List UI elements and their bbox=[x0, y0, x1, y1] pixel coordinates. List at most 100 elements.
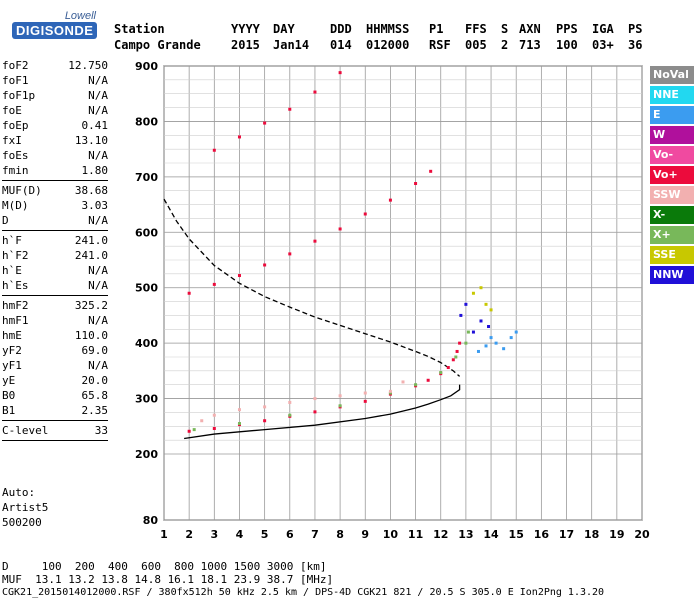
param-row: foF1 N/A bbox=[2, 73, 108, 88]
param-key: hmF2 bbox=[2, 299, 29, 312]
echo-point bbox=[479, 286, 483, 290]
param-row: yF2 69.0 bbox=[2, 343, 108, 358]
x-tick-label: 19 bbox=[609, 528, 624, 541]
legend-item: Vo+ bbox=[650, 166, 694, 184]
x-tick-label: 3 bbox=[210, 528, 218, 541]
scaled-parameters-table: foF2 12.750 foF1 N/A foF1p N/A foE N/A foEp 0.41 f… bbox=[2, 58, 108, 443]
echo-point bbox=[459, 313, 463, 317]
param-row: foF1p N/A bbox=[2, 88, 108, 103]
echo-point bbox=[288, 400, 292, 404]
param-value: N/A bbox=[88, 264, 108, 277]
header-value-pps: 100 bbox=[556, 38, 578, 52]
x-tick-label: 12 bbox=[433, 528, 448, 541]
y-tick-label: 80 bbox=[143, 514, 159, 527]
param-row: h`F2 241.0 bbox=[2, 248, 108, 263]
param-value: 110.0 bbox=[74, 329, 108, 342]
param-value: 33 bbox=[94, 424, 108, 437]
header-value-year: 2015 bbox=[231, 38, 260, 52]
echo-point bbox=[192, 428, 196, 432]
y-tick-label: 300 bbox=[135, 393, 158, 406]
param-value: N/A bbox=[88, 74, 108, 87]
param-value: N/A bbox=[88, 359, 108, 372]
echo-point bbox=[187, 291, 191, 295]
x-tick-label: 11 bbox=[408, 528, 423, 541]
legend-item: NNE bbox=[650, 86, 694, 104]
x-tick-label: 14 bbox=[483, 528, 499, 541]
param-value: N/A bbox=[88, 314, 108, 327]
echo-point bbox=[388, 389, 392, 393]
digisonde-logo: Lowell DIGISONDE bbox=[4, 10, 104, 44]
param-value: 325.2 bbox=[74, 299, 108, 312]
echo-point bbox=[514, 330, 518, 334]
echo-point bbox=[363, 212, 367, 216]
y-tick-label: 800 bbox=[135, 115, 158, 128]
echo-point bbox=[363, 391, 367, 395]
legend-item: W bbox=[650, 126, 694, 144]
y-tick-label: 500 bbox=[135, 282, 158, 295]
x-tick-label: 7 bbox=[311, 528, 319, 541]
param-row: h`Es N/A bbox=[2, 278, 108, 293]
param-key: MUF(D) bbox=[2, 184, 42, 197]
param-key: B0 bbox=[2, 389, 16, 402]
echo-point bbox=[363, 399, 367, 403]
header-label-ddd: DDD bbox=[330, 22, 352, 36]
param-value: N/A bbox=[88, 149, 108, 162]
param-value: 2.35 bbox=[81, 404, 109, 417]
param-value: 1.80 bbox=[81, 164, 109, 177]
echo-point bbox=[426, 378, 430, 382]
header-label-hhmmss: HHMMSS bbox=[366, 22, 410, 36]
echo-point bbox=[313, 90, 317, 94]
param-separator bbox=[2, 295, 108, 296]
param-separator bbox=[2, 180, 108, 181]
param-key: h`E bbox=[2, 264, 22, 277]
header-value-p1: RSF bbox=[429, 38, 451, 52]
echo-point bbox=[439, 371, 443, 375]
profile-solid-line bbox=[184, 384, 461, 440]
param-value: 241.0 bbox=[74, 234, 108, 247]
param-row: D N/A bbox=[2, 213, 108, 228]
x-tick-label: 17 bbox=[559, 528, 574, 541]
echo-point bbox=[237, 135, 241, 139]
legend-item: SSE bbox=[650, 246, 694, 264]
legend-item: SSW bbox=[650, 186, 694, 204]
x-tick-label: 2 bbox=[185, 528, 193, 541]
echo-point bbox=[200, 419, 204, 423]
param-value: N/A bbox=[88, 104, 108, 117]
param-row: foEp 0.41 bbox=[2, 118, 108, 133]
y-tick-label: 700 bbox=[135, 171, 158, 184]
footer-muf-row: MUF 13.1 13.2 13.8 14.8 16.1 18.1 23.9 3… bbox=[2, 573, 334, 586]
param-key: yF1 bbox=[2, 359, 22, 372]
param-key: h`F bbox=[2, 234, 22, 247]
echo-point bbox=[237, 408, 241, 412]
x-tick-label: 18 bbox=[584, 528, 599, 541]
param-value: 3.03 bbox=[81, 199, 109, 212]
legend-item: NoVal bbox=[650, 66, 694, 84]
echo-point bbox=[489, 336, 493, 340]
echo-point bbox=[458, 341, 462, 345]
x-tick-label: 9 bbox=[361, 528, 369, 541]
param-key: foEp bbox=[2, 119, 29, 132]
param-key: h`Es bbox=[2, 279, 29, 292]
echo-point bbox=[479, 319, 483, 323]
header-value-axn: 713 bbox=[519, 38, 541, 52]
header-value-ffs: 005 bbox=[465, 38, 487, 52]
x-tick-label: 20 bbox=[634, 528, 650, 541]
header-label-axn: AXN bbox=[519, 22, 541, 36]
param-value: 69.0 bbox=[81, 344, 109, 357]
param-key: hmE bbox=[2, 329, 22, 342]
echo-point bbox=[313, 397, 317, 401]
x-tick-label: 8 bbox=[336, 528, 344, 541]
header-value-s: 2 bbox=[501, 38, 509, 52]
param-row: yE 20.0 bbox=[2, 373, 108, 388]
header-value-day: Jan14 bbox=[273, 38, 310, 52]
y-tick-label: 900 bbox=[135, 60, 158, 73]
header-value-station: Campo Grande bbox=[114, 38, 201, 52]
echo-point bbox=[263, 121, 267, 125]
header-value-ddd: 014 bbox=[330, 38, 352, 52]
param-separator bbox=[2, 440, 108, 441]
param-key: fmin bbox=[2, 164, 29, 177]
header-value-hhmmss: 012000 bbox=[366, 38, 410, 52]
echo-point bbox=[464, 341, 468, 345]
header-label-ffs: FFS bbox=[465, 22, 487, 36]
header-label-s: S bbox=[501, 22, 509, 36]
